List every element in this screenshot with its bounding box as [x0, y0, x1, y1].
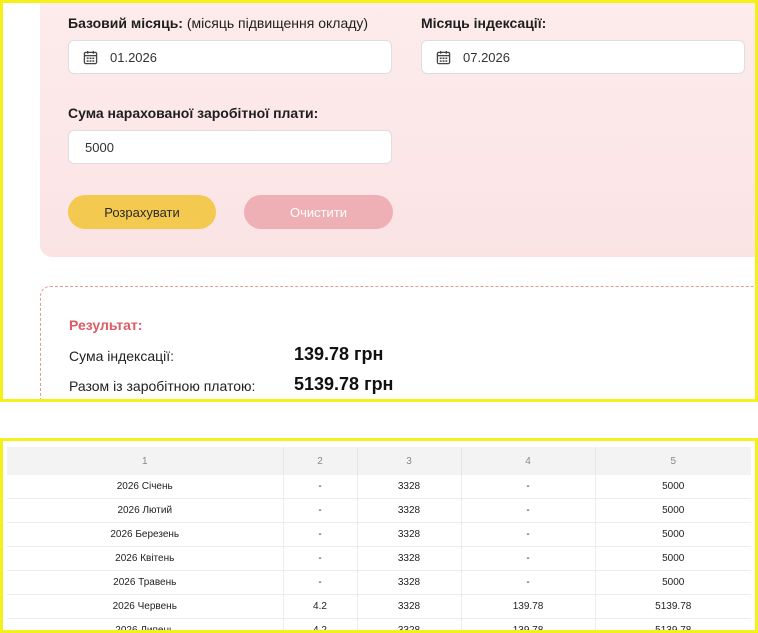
column-header: 2 [283, 447, 358, 475]
table-cell: 3328 [357, 618, 462, 630]
column-header: 1 [7, 447, 284, 475]
table-cell: 5139.78 [595, 618, 751, 630]
table-cell: 2026 Квітень [7, 546, 284, 571]
index-month-field[interactable] [421, 40, 745, 74]
table-cell: 5000 [595, 498, 751, 523]
index-month-label: Місяць індексації: [421, 15, 546, 31]
index-month-input[interactable] [461, 48, 665, 66]
table-cell: - [461, 522, 596, 547]
table-cell: - [283, 498, 358, 523]
base-month-label-text: Базовий місяць: [68, 15, 183, 31]
calendar-icon [436, 50, 451, 64]
table-cell: - [283, 546, 358, 571]
table-cell: - [283, 522, 358, 547]
table-cell: 3328 [357, 594, 462, 619]
table-cell: - [283, 570, 358, 595]
table-cell: 5000 [595, 522, 751, 547]
table-cell: 3328 [357, 546, 462, 571]
calculate-button[interactable]: Розрахувати [68, 195, 216, 229]
table-cell: 3328 [357, 475, 462, 499]
indexation-table-panel: 1 2 3 4 5 2026 Січень -3328-5000 2026 Лют… [0, 438, 758, 633]
table-cell: 2026 Червень [7, 594, 284, 619]
base-month-input[interactable] [108, 48, 312, 66]
result-box: Результат: Сума індексації: 139.78 грн Р… [40, 286, 755, 399]
salary-label-text: Сума нарахованої заробітної плати: [68, 105, 319, 121]
table-cell: 5000 [595, 546, 751, 571]
total-label: Разом із заробітною платою: [69, 378, 256, 394]
total-value: 5139.78 грн [294, 374, 394, 394]
table-row: 2026 Квітень -3328-5000 [7, 546, 751, 571]
base-month-hint: (місяць підвищення окладу) [186, 15, 369, 31]
table-row: 2026 Червень 4.2 3328 139.78 5139.78 [7, 594, 751, 619]
calculator-panel: Базовий місяць: (місяць підвищення оклад… [0, 0, 758, 402]
table-cell: 2026 Січень [7, 475, 284, 499]
table-cell: 4.2 [283, 618, 358, 630]
table-cell: 5139.78 [595, 594, 751, 619]
table-cell: 139.78 [461, 618, 596, 630]
clear-button[interactable]: Очистити [244, 195, 393, 229]
salary-field[interactable] [68, 130, 392, 164]
table-row: 2026 Липень 4.2 3328 139.78 5139.78 [7, 618, 751, 630]
table-cell: 2026 Лютий [7, 498, 284, 523]
table-cell: 3328 [357, 570, 462, 595]
index-month-label-text: Місяць індексації: [421, 15, 547, 31]
column-header: 5 [595, 447, 751, 475]
table-cell: 3328 [357, 498, 462, 523]
table-cell: - [461, 570, 596, 595]
table-cell: 2026 Травень [7, 570, 284, 595]
table-cell: 139.78 [461, 594, 596, 619]
salary-input[interactable] [83, 138, 287, 156]
table-row: 2026 Березень -3328-5000 [7, 522, 751, 547]
table-row: 2026 Січень -3328-5000 [7, 475, 751, 499]
indexation-label: Сума індексації: [69, 348, 175, 364]
table-cell: - [461, 498, 596, 523]
table-cell: - [461, 475, 596, 499]
table-cell: 3328 [357, 522, 462, 547]
table-cell: 2026 Березень [7, 522, 284, 547]
column-header: 3 [357, 447, 462, 475]
table-cell: 4.2 [283, 594, 358, 619]
calendar-icon [83, 50, 98, 64]
table-cell: - [283, 475, 358, 499]
table-header-row: 1 2 3 4 5 [7, 447, 751, 475]
indexation-table: 1 2 3 4 5 2026 Січень -3328-5000 2026 Лют… [7, 447, 751, 630]
table-row: 2026 Лютий -3328-5000 [7, 498, 751, 523]
salary-label: Сума нарахованої заробітної плати: [68, 105, 318, 121]
column-header: 4 [461, 447, 596, 475]
indexation-value: 139.78 грн [294, 344, 384, 364]
table-row: 2026 Травень -3328-5000 [7, 570, 751, 595]
base-month-field[interactable] [68, 40, 392, 74]
table-cell: - [461, 546, 596, 571]
table-cell: 5000 [595, 570, 751, 595]
table-cell: 2026 Липень [7, 618, 284, 630]
table-cell: 5000 [595, 475, 751, 499]
result-title: Результат: [69, 317, 143, 333]
base-month-label: Базовий місяць: (місяць підвищення оклад… [68, 15, 368, 31]
